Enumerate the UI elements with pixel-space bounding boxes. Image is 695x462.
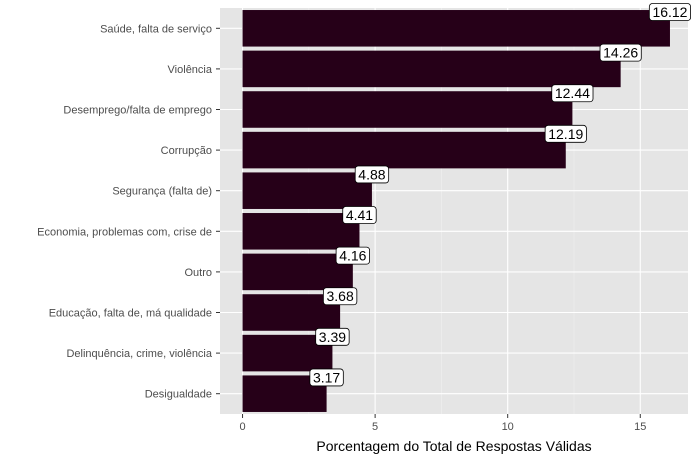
data-label-box	[354, 165, 390, 184]
bar	[242, 253, 353, 291]
data-label-text: 14.26	[603, 45, 638, 61]
x-tick-label: 15	[634, 421, 646, 433]
y-tick-label: Violência	[168, 64, 213, 76]
y-tick-label: Desigualdade	[145, 389, 212, 401]
data-label-text: 12.44	[555, 85, 590, 101]
data-label-box	[322, 287, 358, 306]
x-tick-label: 10	[502, 421, 514, 433]
x-axis: 0 5 10 15	[239, 414, 646, 433]
data-label: 3.17	[309, 368, 344, 387]
y-tick-label: Desemprego/falta de emprego	[63, 105, 212, 117]
data-label-box	[342, 206, 377, 224]
bar	[242, 172, 372, 209]
y-tick-label: Economia, problemas com, crise de	[37, 226, 212, 238]
y-tick-label: Educação, falta de, má qualidade	[49, 308, 212, 320]
data-label-text: 3.39	[319, 329, 346, 345]
y-tick-label: Delinquência, crime, violência	[66, 348, 212, 360]
data-label-text: 16.12	[652, 4, 687, 20]
bar	[242, 91, 573, 128]
data-label: 16.12	[648, 3, 691, 21]
bar	[242, 131, 566, 169]
data-label-text: 3.17	[313, 369, 340, 385]
data-label-box	[315, 327, 350, 346]
data-label-box	[599, 43, 642, 62]
data-label-box	[309, 368, 344, 387]
y-axis: Saúde, falta de serviço Violência Desempre…	[37, 23, 220, 401]
x-tick-label: 5	[372, 421, 378, 433]
y-tick-label: Outro	[184, 267, 212, 279]
data-label-text: 12.19	[548, 126, 583, 142]
data-label-text: 3.68	[326, 288, 353, 304]
bar	[242, 50, 621, 88]
data-label-box	[551, 84, 594, 103]
bar	[242, 10, 670, 47]
data-label: 4.88	[354, 165, 390, 184]
data-label-text: 4.88	[358, 166, 385, 182]
data-label-box	[648, 3, 691, 21]
data-label: 3.68	[322, 287, 358, 306]
bars	[242, 10, 670, 412]
y-tick-label: Saúde, falta de serviço	[100, 23, 212, 35]
data-labels: 16.12 14.26 12.44 12.19 4.88 4.41 4.16 3.68 3.39…	[309, 3, 691, 387]
y-tick-label: Corrupção	[161, 145, 212, 157]
data-label-text: 4.16	[339, 248, 366, 264]
x-axis-title: Porcentagem do Total de Respostas Válida…	[316, 438, 591, 454]
bar	[242, 213, 360, 250]
data-label: 14.26	[599, 43, 642, 62]
data-label-box	[335, 246, 370, 265]
data-label-text: 4.41	[346, 207, 373, 223]
data-label-box	[544, 124, 587, 143]
x-tick-label: 0	[239, 421, 245, 433]
data-label: 12.44	[551, 84, 594, 103]
data-label: 3.39	[315, 327, 350, 346]
data-label: 4.16	[335, 246, 370, 265]
y-tick-label: Segurança (falta de)	[112, 186, 212, 198]
data-label: 12.19	[544, 124, 587, 143]
data-label: 4.41	[342, 206, 377, 224]
